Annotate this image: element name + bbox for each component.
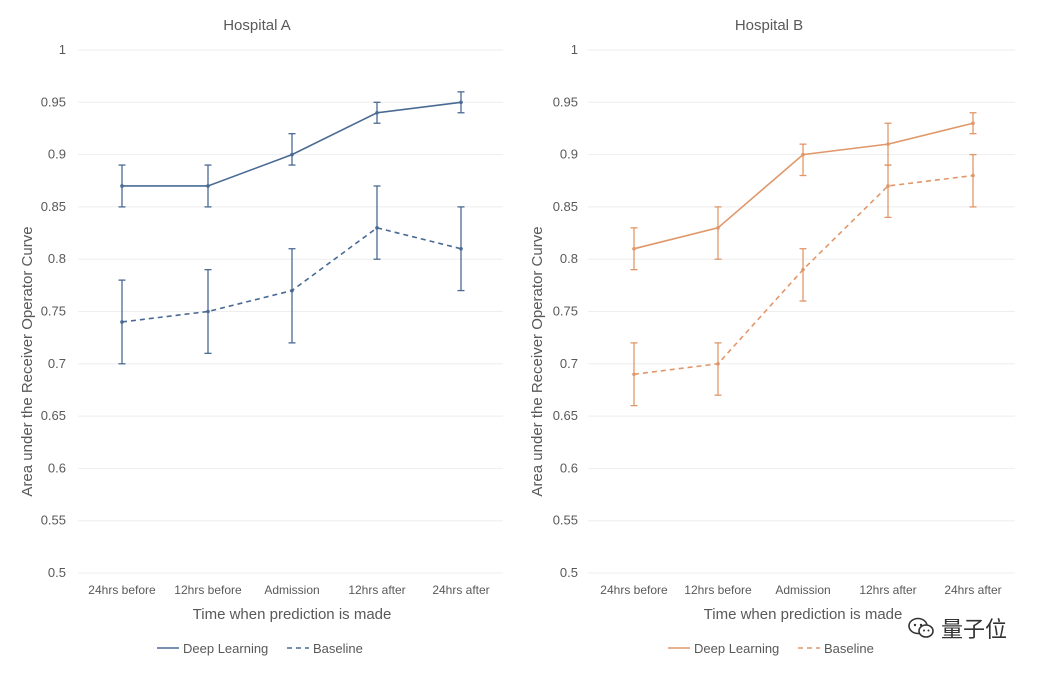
y-tick-label: 0.65: [41, 408, 66, 423]
data-point: [971, 173, 975, 178]
y-tick-label: 0.85: [41, 199, 66, 214]
data-point: [290, 288, 294, 293]
data-point: [716, 362, 720, 366]
chart-title: Hospital A: [223, 17, 291, 34]
x-tick-label: 12hrs before: [174, 583, 242, 597]
x-tick-label: 12hrs after: [348, 583, 405, 597]
data-point: [971, 121, 975, 126]
y-tick-label: 0.75: [553, 304, 578, 319]
data-point: [801, 152, 805, 157]
data-point: [120, 184, 124, 188]
legend-label: Deep Learning: [183, 641, 268, 656]
y-tick-label: 0.55: [553, 513, 578, 528]
y-tick-label: 0.8: [560, 251, 578, 266]
y-tick-label: 0.95: [553, 94, 578, 109]
y-tick-label: 0.7: [560, 356, 578, 371]
y-tick-label: 0.85: [553, 199, 578, 214]
series-deep-learning: [118, 91, 465, 208]
chart-title: Hospital B: [735, 17, 803, 34]
data-point: [801, 267, 805, 272]
data-point: [375, 110, 379, 115]
y-tick-label: 0.8: [48, 251, 66, 266]
wechat-icon: [908, 617, 934, 638]
legend-label: Baseline: [313, 641, 363, 656]
data-point: [206, 309, 210, 314]
data-point: [886, 184, 890, 188]
data-point: [206, 184, 210, 188]
y-tick-label: 0.6: [48, 460, 66, 475]
data-point: [632, 372, 636, 377]
y-tick-label: 0.95: [41, 94, 66, 109]
y-tick-label: 0.9: [560, 147, 578, 162]
watermark-text: 量子位: [940, 618, 1007, 643]
data-point: [290, 152, 294, 157]
y-tick-label: 1: [571, 42, 578, 57]
x-tick-label: 12hrs before: [684, 583, 752, 597]
y-tick-label: 0.7: [48, 356, 66, 371]
y-tick-label: 1: [59, 42, 66, 57]
y-tick-label: 0.55: [41, 513, 66, 528]
x-tick-label: 24hrs before: [600, 583, 668, 597]
y-tick-label: 0.5: [560, 565, 578, 580]
data-point: [459, 246, 463, 251]
y-tick-label: 0.75: [41, 304, 66, 319]
watermark: 量子位: [907, 612, 1007, 644]
data-point: [886, 142, 890, 146]
x-axis-label: Time when prediction is made: [193, 606, 392, 623]
legend-label: Baseline: [824, 641, 874, 656]
chart-panel-1: Hospital A 0.5 0.55 0.6 0.65 0.7 0.75 0.8 0.85 0.…: [19, 17, 503, 656]
x-tick-label: 24hrs before: [88, 583, 156, 597]
y-tick-label: 0.65: [553, 408, 578, 423]
y-tick-label: 0.9: [48, 147, 66, 162]
chart-panel-2: Hospital B 0.5 0.55 0.6 0.65 0.7 0.75 0.8 0.85 0.…: [529, 17, 1015, 656]
data-point: [716, 226, 720, 230]
data-point: [375, 226, 379, 230]
y-tick-label: 0.6: [560, 460, 578, 475]
x-tick-label: 24hrs after: [432, 583, 489, 597]
x-tick-label: Admission: [775, 583, 830, 597]
y-axis-label: Area under the Receiver Operator Curve: [529, 226, 546, 496]
x-tick-label: Admission: [264, 583, 319, 597]
data-point: [120, 320, 124, 324]
series-baseline: [118, 185, 465, 365]
data-point: [459, 100, 463, 105]
series-baseline: [630, 153, 977, 407]
x-axis-label: Time when prediction is made: [704, 606, 903, 623]
x-tick-label: 12hrs after: [859, 583, 916, 597]
series-deep-learning: [630, 112, 977, 271]
y-tick-label: 0.5: [48, 565, 66, 580]
y-axis-label: Area under the Receiver Operator Curve: [19, 226, 36, 496]
legend-label: Deep Learning: [694, 641, 779, 656]
series-line: [633, 122, 974, 250]
data-point: [632, 246, 636, 251]
x-tick-label: 24hrs after: [944, 583, 1001, 597]
